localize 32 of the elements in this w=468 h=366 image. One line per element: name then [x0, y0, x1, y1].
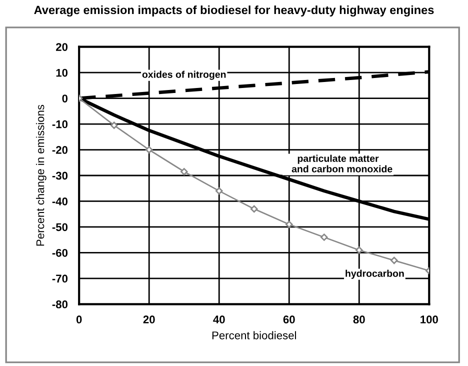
- point: [110, 122, 118, 129]
- y-tick-label: -50: [52, 223, 68, 232]
- point: [285, 220, 293, 228]
- annotation: oxides of nitrogen: [142, 70, 226, 80]
- annotation: particulate matter and carbon monoxide: [292, 154, 392, 172]
- point: [215, 187, 223, 195]
- x-axis-title: Percent biodiesel: [212, 331, 296, 340]
- x-tick-label: 60: [283, 316, 295, 324]
- y-tick-label: -40: [52, 197, 68, 206]
- y-tick-label: -30: [52, 172, 68, 180]
- x-tick-label: 20: [143, 316, 155, 324]
- y-tick-label: -10: [52, 120, 68, 128]
- point: [145, 146, 153, 154]
- point: [356, 246, 363, 254]
- y-tick-label: 10: [56, 68, 68, 77]
- y-tick-label: -80: [52, 300, 68, 308]
- chart-title: Average emission impacts of biodiesel for heavy-duty highway engines: [34, 5, 434, 17]
- y-tick-label: 20: [56, 43, 68, 51]
- x-tick-label: 100: [420, 316, 438, 324]
- x-tick-label: 0: [76, 316, 82, 324]
- point: [180, 168, 188, 176]
- y-tick-label: -20: [52, 146, 68, 154]
- y-axis-title: Percent change in emissions: [36, 104, 46, 246]
- y-tick-label: -70: [52, 274, 68, 283]
- x-tick-label: 40: [213, 316, 225, 324]
- annotation: hydrocarbon: [346, 270, 404, 279]
- point: [320, 234, 328, 241]
- y-tick-label: -60: [52, 248, 68, 257]
- x-tick-label: 80: [353, 316, 365, 324]
- point: [250, 205, 258, 213]
- y-tick-label: 0: [62, 94, 68, 102]
- point: [390, 256, 398, 264]
